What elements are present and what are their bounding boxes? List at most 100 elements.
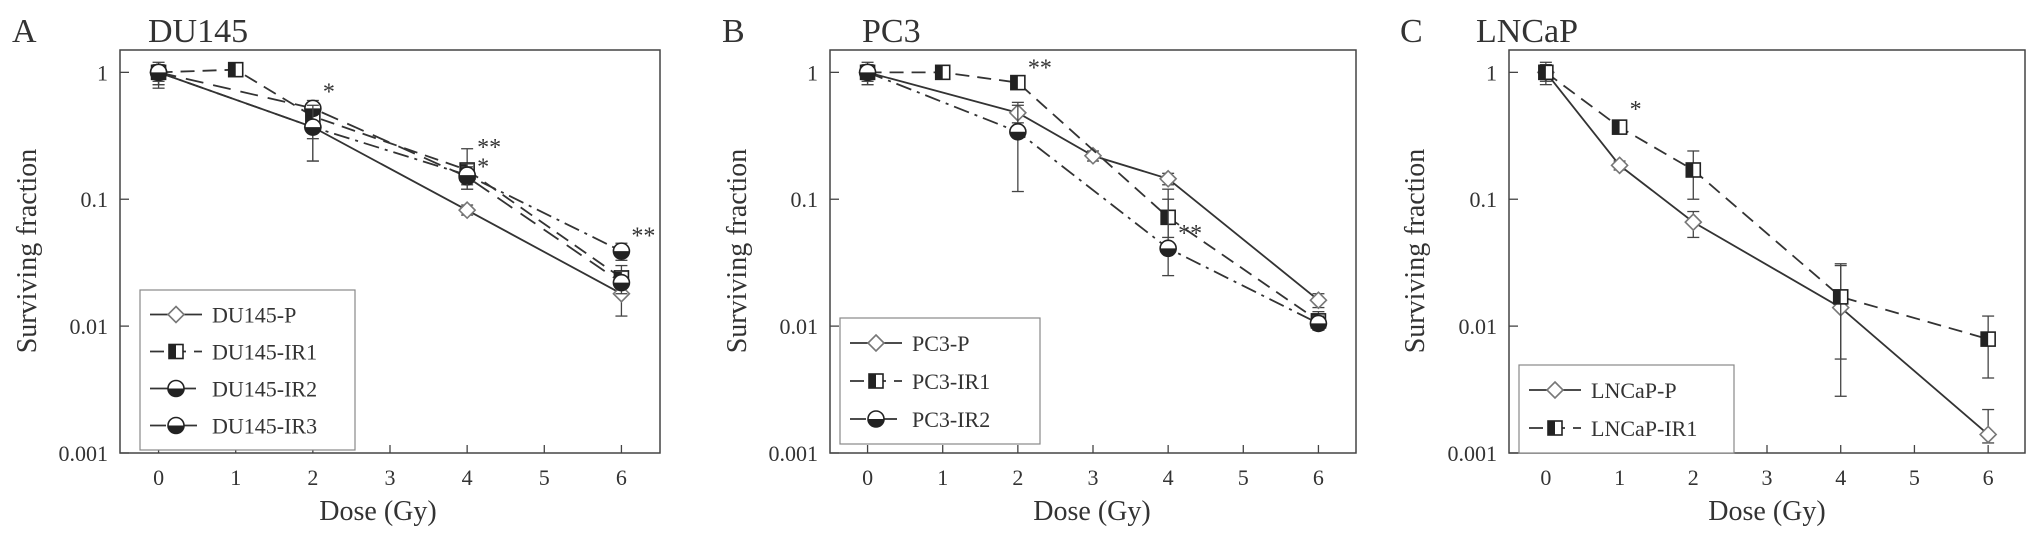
x-tick-label: 2	[307, 465, 318, 490]
series-du145-ir3	[149, 63, 631, 261]
legend-label: LNCaP-IR1	[1591, 416, 1697, 441]
y-tick-label: 0.1	[791, 187, 819, 212]
x-axis-label: Dose (Gy)	[1708, 496, 1825, 527]
x-axis-label: Dose (Gy)	[1033, 496, 1150, 527]
x-tick-label: 0	[153, 465, 164, 490]
significance-mark: *	[1630, 97, 1642, 123]
significance-mark: **	[631, 224, 655, 250]
legend-label: LNCaP-P	[1591, 378, 1677, 403]
x-tick-label: 1	[937, 465, 948, 490]
panel-c: C LNCaP 0 1 2 3 4 5 6 0.001 0.01 0.1 1 * Surviving…	[1400, 13, 2026, 527]
series-line	[867, 71, 1319, 322]
x-tick-label: 5	[1909, 465, 1920, 490]
significance-mark: *	[323, 79, 335, 105]
x-tick-label: 5	[539, 465, 550, 490]
x-tick-label: 2	[1012, 465, 1023, 490]
legend-label: DU145-IR1	[212, 340, 317, 365]
data-point-fill	[869, 374, 876, 388]
series-du145-ir1	[150, 61, 630, 289]
panel-title: DU145	[148, 13, 248, 50]
panel-letter: A	[12, 13, 37, 50]
y-axis-label: Surviving fraction	[1400, 149, 1431, 354]
legend-entry: DU145-IR1	[150, 340, 317, 365]
y-tick-label: 0.01	[780, 314, 819, 339]
y-tick-label: 1	[1486, 60, 1497, 85]
panel-title: PC3	[862, 13, 921, 50]
legend-entry: DU145-P	[150, 303, 296, 328]
y-tick-label: 1	[807, 60, 818, 85]
data-point-fill	[1981, 332, 1989, 347]
data-point-fill	[1686, 162, 1694, 177]
data-point-fill	[1612, 120, 1620, 135]
x-tick-label: 0	[1540, 465, 1551, 490]
y-axis-label: Surviving fraction	[12, 149, 43, 354]
legend-label: PC3-IR2	[912, 407, 990, 432]
legend-box	[1518, 364, 1735, 454]
legend-label: PC3-IR1	[912, 369, 990, 394]
y-tick-label: 0.001	[769, 441, 819, 466]
significance-mark: *	[477, 155, 489, 181]
data-point-fill	[1548, 421, 1555, 435]
legend: LNCaP-P LNCaP-IR1	[1518, 364, 1735, 454]
data-point	[1083, 146, 1103, 165]
legend-entry: PC3-P	[850, 331, 969, 356]
data-point-fill	[150, 72, 167, 81]
significance-mark: **	[1178, 221, 1202, 247]
legend-entry: DU145-IR3	[150, 414, 317, 439]
series-line	[158, 71, 622, 252]
panel-letter: B	[722, 13, 745, 50]
x-tick-label: 0	[862, 465, 873, 490]
data-point-fill	[228, 62, 236, 77]
legend-label: DU145-IR3	[212, 414, 317, 439]
series-line	[158, 68, 622, 279]
series-pc3-p	[858, 61, 1328, 310]
data-point-fill	[868, 419, 884, 427]
x-tick-label: 1	[1614, 465, 1625, 490]
x-tick-label: 5	[1238, 465, 1249, 490]
data-point-fill	[1538, 65, 1546, 80]
y-tick-label: 1	[97, 60, 108, 85]
series-du145-p	[149, 61, 631, 317]
y-tick-label: 0.1	[81, 187, 109, 212]
legend-label: DU145-IR2	[212, 377, 317, 402]
legend-entry: PC3-IR2	[850, 407, 990, 432]
data-point-fill	[613, 251, 630, 260]
data-point-fill	[459, 175, 476, 184]
significance-mark: **	[1028, 55, 1052, 81]
x-axis-label: Dose (Gy)	[319, 496, 436, 527]
data-point	[1545, 380, 1565, 400]
x-tick-label: 4	[462, 465, 473, 490]
data-point-fill	[304, 127, 321, 136]
data-point-fill	[859, 72, 876, 81]
legend-entry: LNCaP-IR1	[1529, 416, 1697, 441]
data-point-fill	[1009, 131, 1026, 140]
legend: PC3-P PC3-IR1 PC3-IR2	[839, 317, 1041, 445]
legend-entry: DU145-IR2	[150, 377, 317, 402]
legend-label: DU145-P	[212, 303, 296, 328]
data-point-fill	[168, 388, 184, 397]
legend: DU145-P DU145-IR1 DU145-IR2 DU145-IR3	[139, 289, 356, 451]
legend-label: PC3-P	[912, 331, 969, 356]
y-tick-label: 0.01	[1459, 314, 1498, 339]
x-tick-label: 3	[1762, 465, 1773, 490]
data-point-fill	[168, 425, 184, 434]
x-tick-label: 4	[1163, 465, 1174, 490]
series-pc3-ir1	[859, 63, 1327, 330]
data-point-fill	[1310, 323, 1327, 332]
y-tick-label: 0.001	[59, 441, 109, 466]
data-point	[166, 305, 186, 324]
x-tick-label: 3	[1088, 465, 1099, 490]
panel-letter: C	[1400, 13, 1423, 50]
x-tick-label: 6	[1313, 465, 1324, 490]
legend-entry: PC3-IR1	[850, 369, 990, 394]
series-line	[158, 71, 622, 284]
legend-entry: LNCaP-P	[1529, 378, 1677, 403]
data-point	[1159, 169, 1178, 188]
data-point-fill	[1010, 75, 1018, 90]
x-tick-label: 6	[1983, 465, 1994, 490]
panel-b: B PC3 0 1 2 3 4 5 6 0.001 0.01 0.1 1 ** ** Survivin…	[722, 13, 1357, 527]
data-point	[1610, 156, 1629, 175]
y-tick-label: 0.1	[1470, 187, 1498, 212]
